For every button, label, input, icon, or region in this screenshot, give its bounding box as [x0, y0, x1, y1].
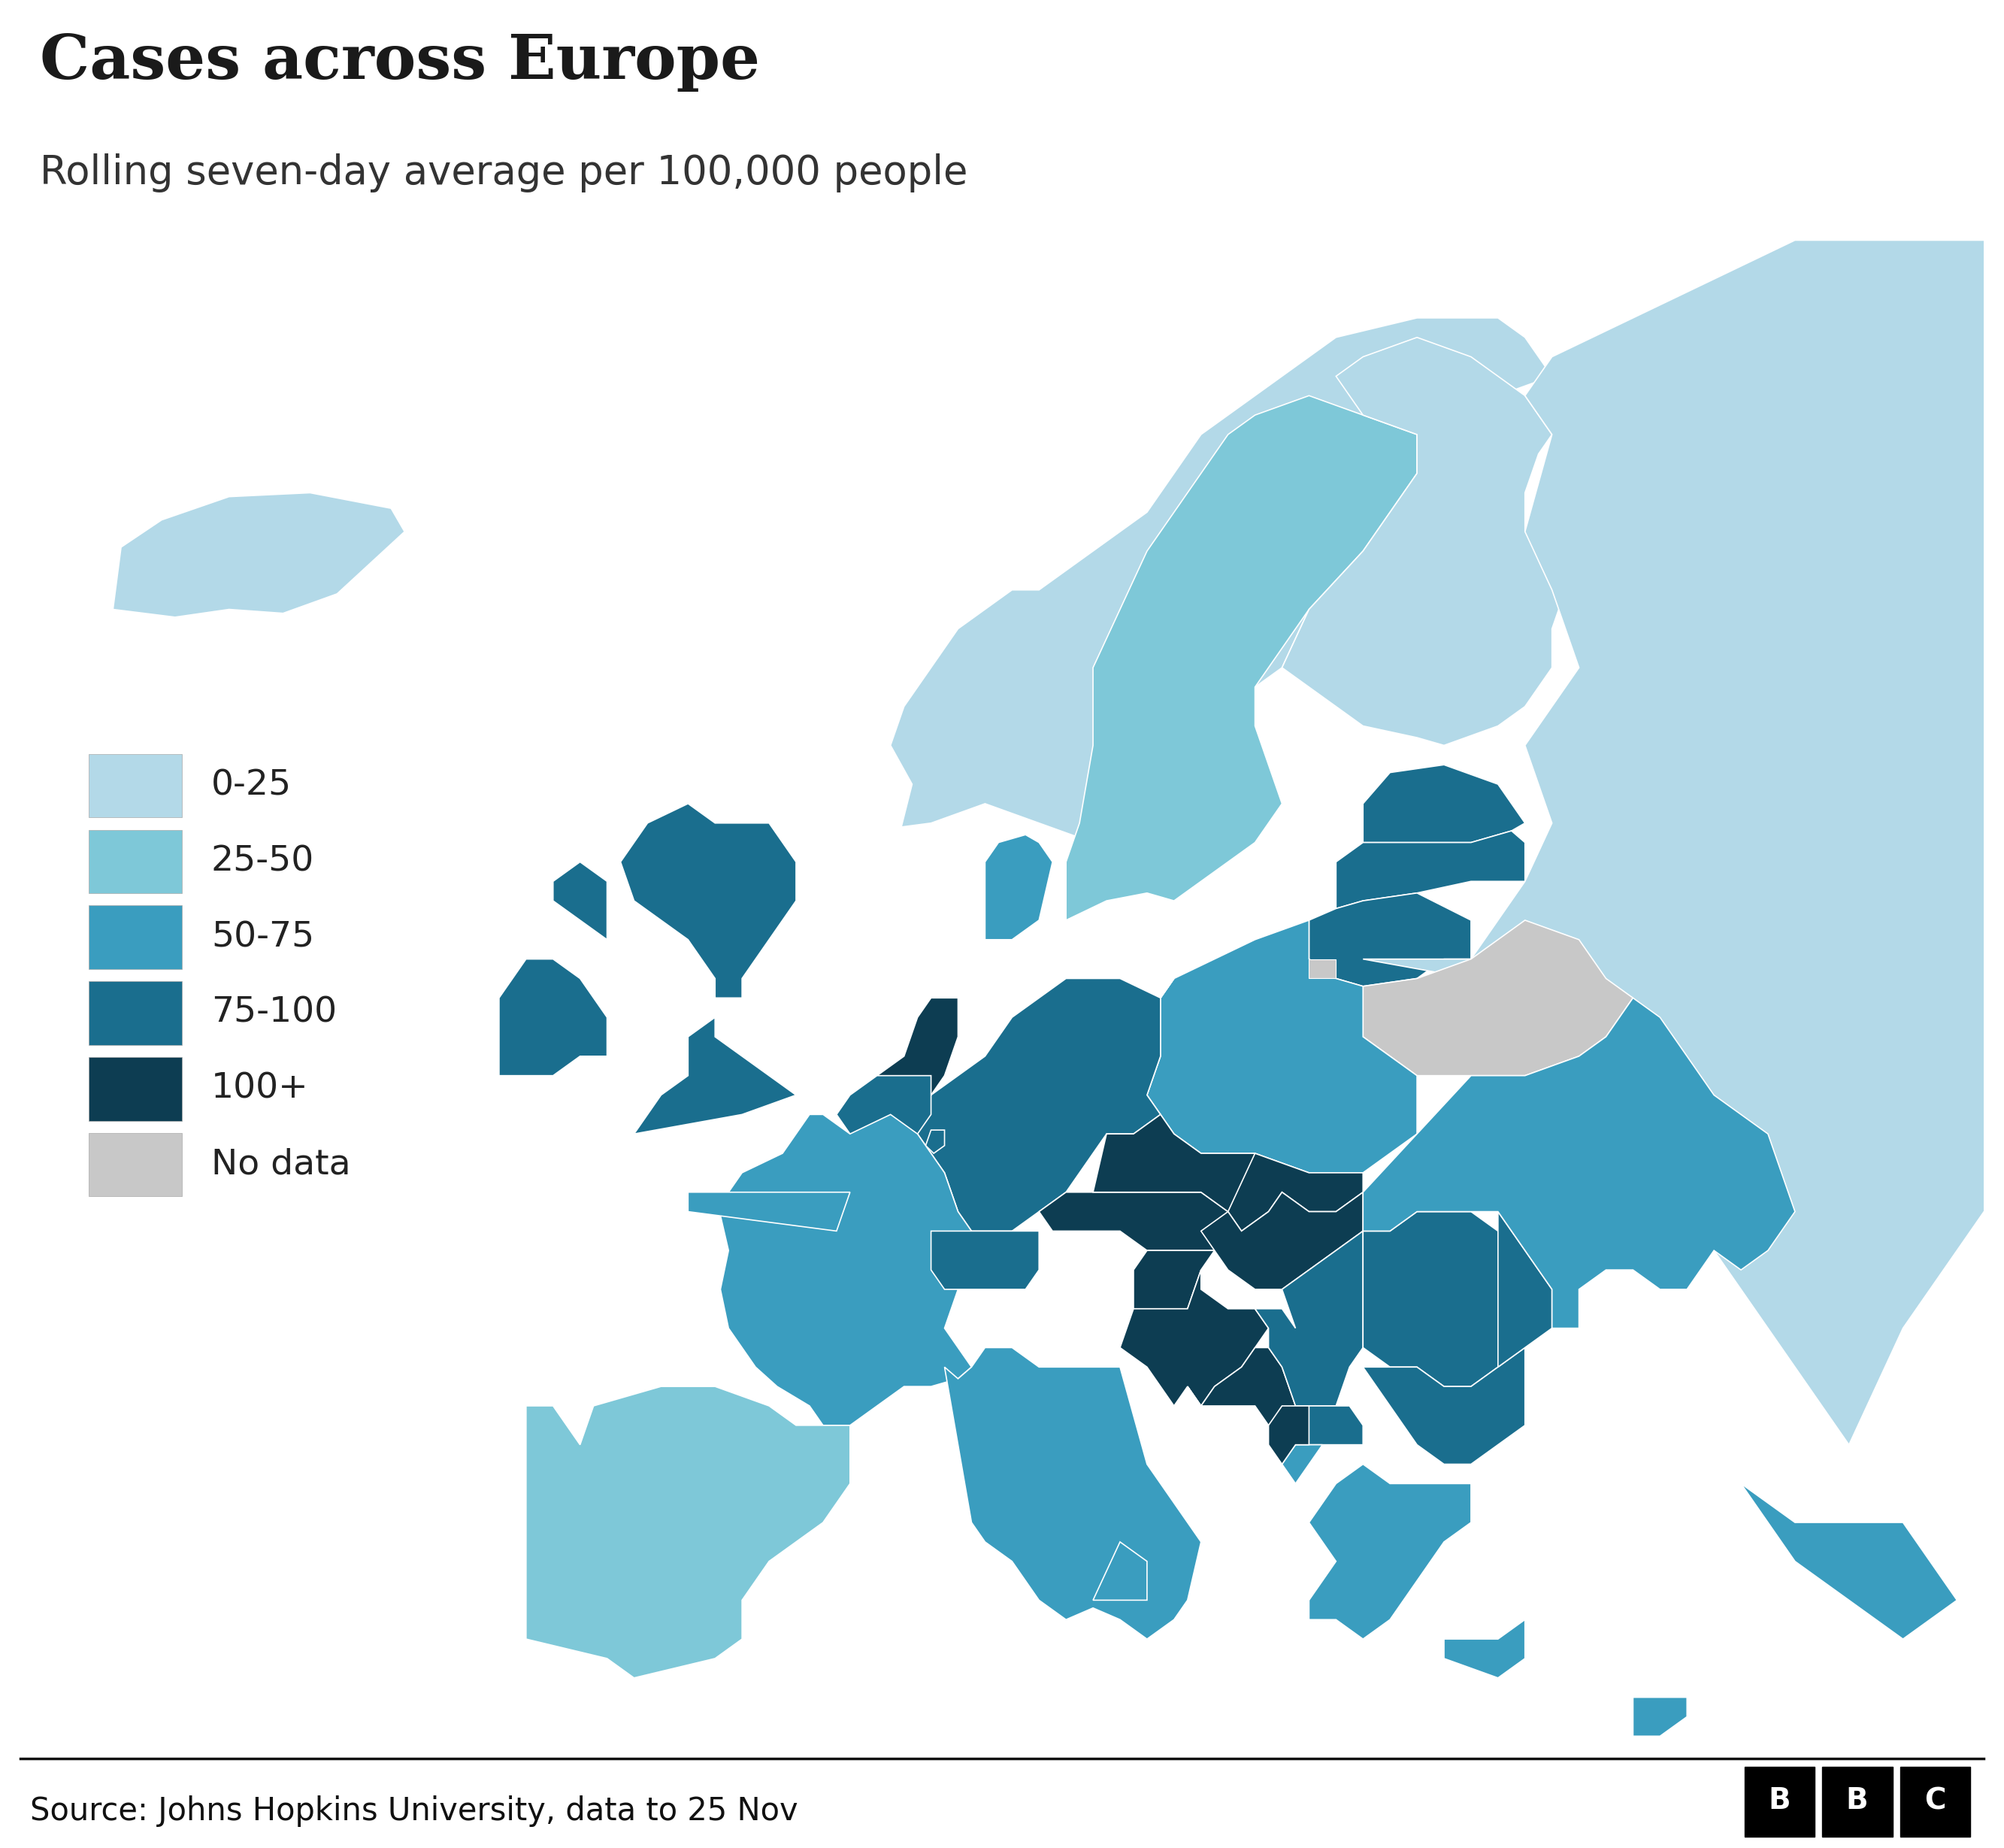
Bar — [88, 754, 182, 817]
Polygon shape — [1146, 920, 1417, 1173]
Polygon shape — [1309, 959, 1337, 978]
Polygon shape — [1255, 1231, 1363, 1406]
Polygon shape — [1309, 1464, 1471, 1639]
Polygon shape — [1363, 1347, 1525, 1464]
Bar — [88, 830, 182, 893]
Polygon shape — [1337, 832, 1525, 909]
Polygon shape — [553, 861, 607, 939]
Polygon shape — [1295, 1406, 1363, 1445]
Polygon shape — [1445, 1619, 1525, 1678]
Polygon shape — [621, 804, 796, 1135]
Polygon shape — [1200, 1192, 1363, 1290]
Polygon shape — [1363, 998, 1796, 1329]
Text: 75-100: 75-100 — [210, 996, 337, 1029]
Polygon shape — [1134, 1251, 1214, 1308]
Polygon shape — [836, 1076, 932, 1153]
Polygon shape — [926, 1129, 944, 1153]
Polygon shape — [1497, 1212, 1551, 1368]
Polygon shape — [944, 1347, 1200, 1639]
Polygon shape — [1188, 1347, 1295, 1425]
Polygon shape — [525, 1406, 579, 1639]
Polygon shape — [986, 835, 1052, 939]
Polygon shape — [1633, 1696, 1687, 1735]
Text: 25-50: 25-50 — [210, 845, 315, 878]
Text: Rolling seven-day average per 100,000 people: Rolling seven-day average per 100,000 pe… — [40, 153, 968, 192]
Polygon shape — [890, 318, 1551, 843]
Bar — [88, 1133, 182, 1196]
Text: C: C — [1924, 1787, 1946, 1815]
Polygon shape — [1066, 395, 1417, 920]
Text: No data: No data — [210, 1148, 351, 1181]
Bar — [88, 906, 182, 968]
Bar — [88, 981, 182, 1044]
Text: 50-75: 50-75 — [210, 920, 315, 954]
Polygon shape — [1363, 765, 1525, 843]
Polygon shape — [525, 1386, 850, 1678]
Polygon shape — [1038, 1192, 1228, 1251]
Polygon shape — [499, 959, 607, 1076]
Polygon shape — [1269, 1406, 1309, 1464]
Polygon shape — [112, 493, 405, 617]
Polygon shape — [1092, 1541, 1146, 1600]
Polygon shape — [932, 1231, 1038, 1290]
Polygon shape — [1120, 1270, 1269, 1406]
FancyBboxPatch shape — [60, 687, 449, 1233]
Text: B: B — [1768, 1787, 1790, 1815]
Polygon shape — [918, 978, 1174, 1231]
Polygon shape — [687, 1192, 850, 1231]
Polygon shape — [864, 998, 958, 1096]
Polygon shape — [1363, 1212, 1551, 1386]
Text: Cases across Europe: Cases across Europe — [40, 31, 760, 92]
Bar — [88, 1057, 182, 1120]
Polygon shape — [715, 1114, 972, 1425]
Bar — [1743, 1767, 1816, 1837]
Polygon shape — [1228, 1153, 1363, 1231]
Bar — [1822, 1767, 1892, 1837]
Text: Source: Johns Hopkins University, data to 25 Nov: Source: Johns Hopkins University, data t… — [30, 1796, 798, 1828]
Bar — [1900, 1767, 1970, 1837]
Polygon shape — [1471, 1464, 1958, 1639]
Polygon shape — [1309, 893, 1471, 987]
Polygon shape — [1283, 1445, 1323, 1484]
Text: 0-25: 0-25 — [210, 769, 293, 802]
Polygon shape — [1092, 1114, 1255, 1212]
Polygon shape — [1363, 920, 1633, 1076]
Polygon shape — [1283, 338, 1565, 745]
Text: 100+: 100+ — [210, 1072, 309, 1105]
Polygon shape — [1363, 240, 2004, 1445]
Text: B: B — [1846, 1787, 1868, 1815]
